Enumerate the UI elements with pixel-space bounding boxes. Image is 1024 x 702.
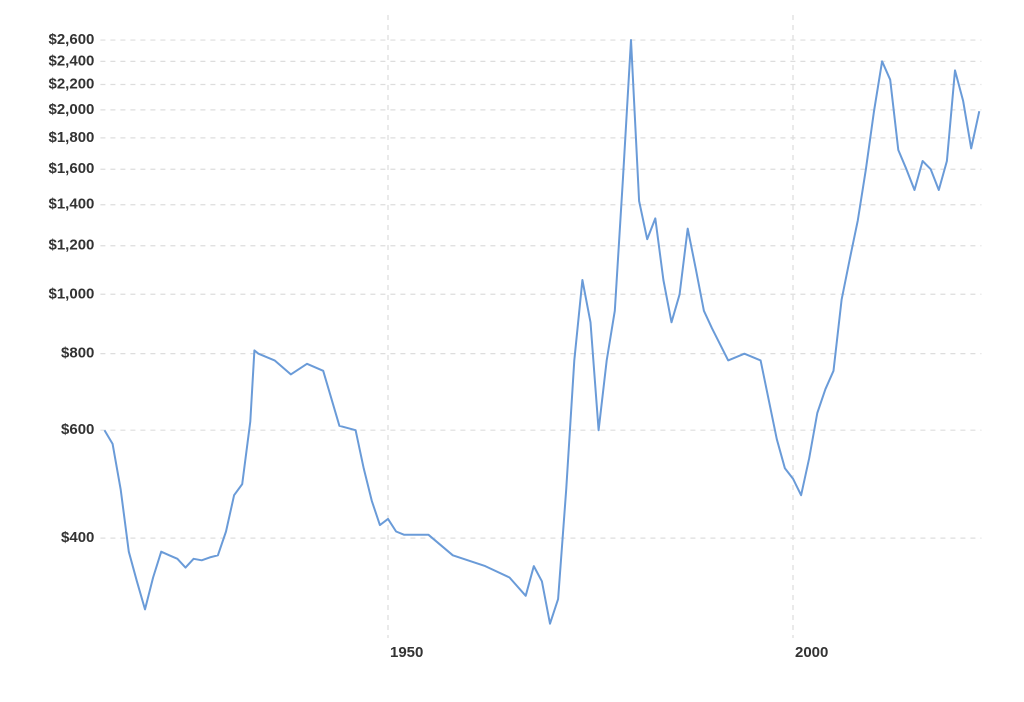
x-tick-label: 2000 [795,644,828,661]
y-tick-label: $1,800 [49,129,95,146]
y-tick-label: $2,600 [49,31,95,48]
y-tick-label: $2,200 [49,75,95,92]
y-tick-label: $400 [61,529,94,546]
y-tick-label: $2,000 [49,101,95,118]
x-tick-label: 1950 [390,644,423,661]
y-tick-label: $600 [61,421,94,438]
y-tick-label: $1,000 [49,285,95,302]
y-tick-label: $1,200 [49,237,95,254]
y-tick-label: $1,400 [49,196,95,213]
price-line [103,39,981,625]
y-tick-label: $1,600 [49,160,95,177]
y-tick-label: $2,400 [49,52,95,69]
y-tick-label: $800 [61,345,94,362]
